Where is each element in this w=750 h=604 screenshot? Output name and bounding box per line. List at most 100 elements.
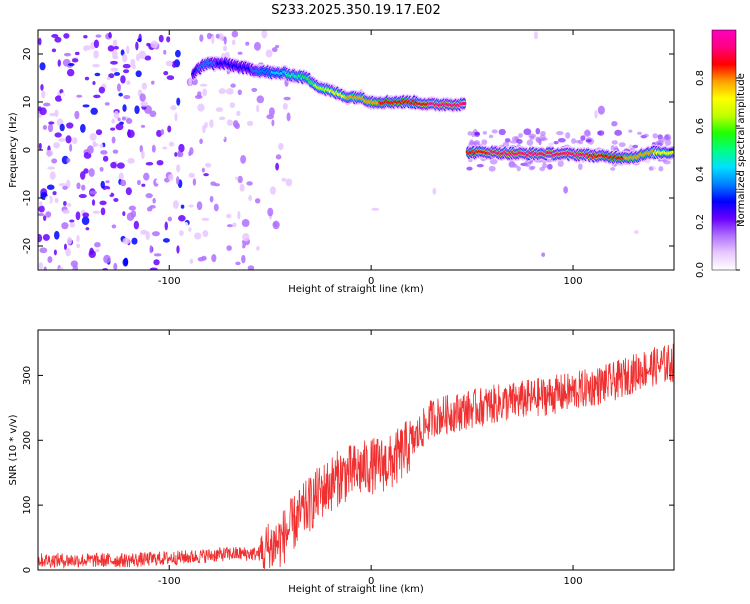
spectrogram-noise-cell [88,250,96,259]
spectrogram-xlabel: Height of straight line (km) [288,284,424,295]
spectrogram-noise-cell [285,178,293,187]
spectrogram-noise-cell [50,258,59,264]
spectrogram-haze-cell [557,137,566,143]
spectrogram-noise-cell [178,143,185,153]
spectrogram-haze-cell [471,131,476,138]
spectrogram-noise-cell [111,224,117,229]
spectrogram-noise-cell [66,236,72,245]
spectrogram-noise-cell [66,68,75,77]
spectrogram-noise-cell [117,117,121,122]
spectrogram-haze-cell [611,140,618,145]
spectrogram-noise-cell [128,205,136,211]
spectrogram-noise-cell [152,160,157,164]
snr-axes: -100 0 100 0 100 200 300 [22,330,674,587]
spectrogram-noise-cell [176,164,181,173]
spectrogram-noise-cell [42,153,46,158]
spectrogram-noise-cell [80,123,86,133]
spectrogram-noise-cell [105,180,110,184]
snr-plot-area [38,330,674,570]
spectrogram-haze-cell [466,166,473,171]
spectrogram-noise-cell [74,110,80,120]
spectrogram-noise-cell [140,229,148,235]
spectrogram-haze-cell [539,130,546,136]
spectrogram-haze-cell [580,135,586,141]
spectrogram-noise-cell [176,176,180,185]
spectrogram-noise-cell [39,247,48,254]
spectrogram-noise-cell [92,143,99,147]
spectrogram-noise-cell [83,168,89,174]
spectrogram-noise-cell [94,242,101,248]
spectrogram-noise-cell [145,231,150,241]
spectrogram-noise-cell [82,212,90,218]
spectrogram-noise-cell [89,190,98,195]
spectrogram-noise-cell [235,176,239,180]
spectrogram-noise-cell [170,105,177,111]
spectrogram-noise-cell [156,159,164,166]
spectrogram-noise-cell [110,67,119,72]
spectrogram-noise-cell [118,172,124,181]
spectrogram-haze-cell [648,166,654,171]
spectrogram-haze-cell [663,160,671,165]
spectrogram-noise-cell [167,125,172,133]
spectrogram-haze-cell [575,139,581,144]
spectrogram-noise-cell [49,171,56,180]
spectrogram-haze-cell [528,133,537,139]
spectrogram-noise-cell [89,133,97,141]
spectrogram-noise-cell [268,107,275,116]
spectrogram-noise-cell [180,204,185,209]
spectrogram-noise-cell [113,197,119,202]
spectrogram-noise-cell [215,33,220,39]
spectrogram-noise-cell [61,155,69,165]
spectrogram-noise-cell [54,132,62,138]
spectrogram-noise-cell [188,227,192,232]
spectrogram-ridge-cell [461,101,467,106]
spectrogram-noise-cell [204,162,212,168]
spectrogram-noise-cell [245,41,250,46]
spectrogram-noise-cell [44,196,51,205]
spectrogram-noise-cell [160,128,165,136]
spectrogram-noise-cell [38,205,45,213]
spectrogram-noise-cell [202,88,208,97]
spectrogram-haze-cell [628,129,633,133]
spectrogram-noise-cell [201,217,210,221]
snr-ytick-label: 300 [22,366,33,385]
spectrogram-noise-cell [112,39,118,48]
spectrogram-haze-cell [488,134,494,139]
spectrogram-haze-cell [540,137,548,141]
snr-ytick-label: 200 [22,431,33,450]
spectrogram-noise-cell [176,245,180,254]
spectrogram-haze-cell [526,139,534,146]
spectrogram-noise-cell [53,249,57,256]
spectrogram-noise-cell [118,92,123,97]
spectrogram-noise-cell [140,124,146,128]
spectrogram-noise-cell [145,193,153,199]
spectrogram-noise-cell [150,40,158,49]
spectrogram-noise-cell [127,129,131,138]
spectrogram-noise-cell [113,45,119,50]
spectrogram-noise-cell [63,243,68,251]
spectrogram-haze-cell [516,139,523,144]
spectrogram-noise-cell [193,137,200,144]
snr-ylabel: SNR (10 * v/v) [8,414,19,485]
spectrogram-noise-cell [226,119,233,126]
spectrogram-haze-cell [571,138,577,144]
spectrogram-noise-cell [140,101,149,107]
spectrogram-noise-cell [163,70,169,76]
spectrogram-noise-cell [371,207,380,211]
spectrogram-noise-cell [218,136,225,140]
spectrogram-noise-cell [63,33,70,39]
spectrogram-noise-cell [172,200,179,209]
spectrogram-noise-cell [81,184,86,191]
spectrogram-noise-cell [136,179,141,186]
spectrogram-noise-cell [149,110,157,118]
spectrogram-noise-cell [82,201,90,207]
spectrogram-haze-cell [529,165,536,170]
spectrogram-noise-cell [141,139,145,146]
spectrogram-noise-cell [176,97,181,106]
snr-xtick-label: -100 [158,576,181,587]
spectrogram-noise-cell [222,45,228,52]
spectrogram-ylabel: Frequency (Hz) [8,112,19,188]
spectrogram-noise-cell [139,145,144,153]
spectrogram-noise-cell [202,230,209,238]
